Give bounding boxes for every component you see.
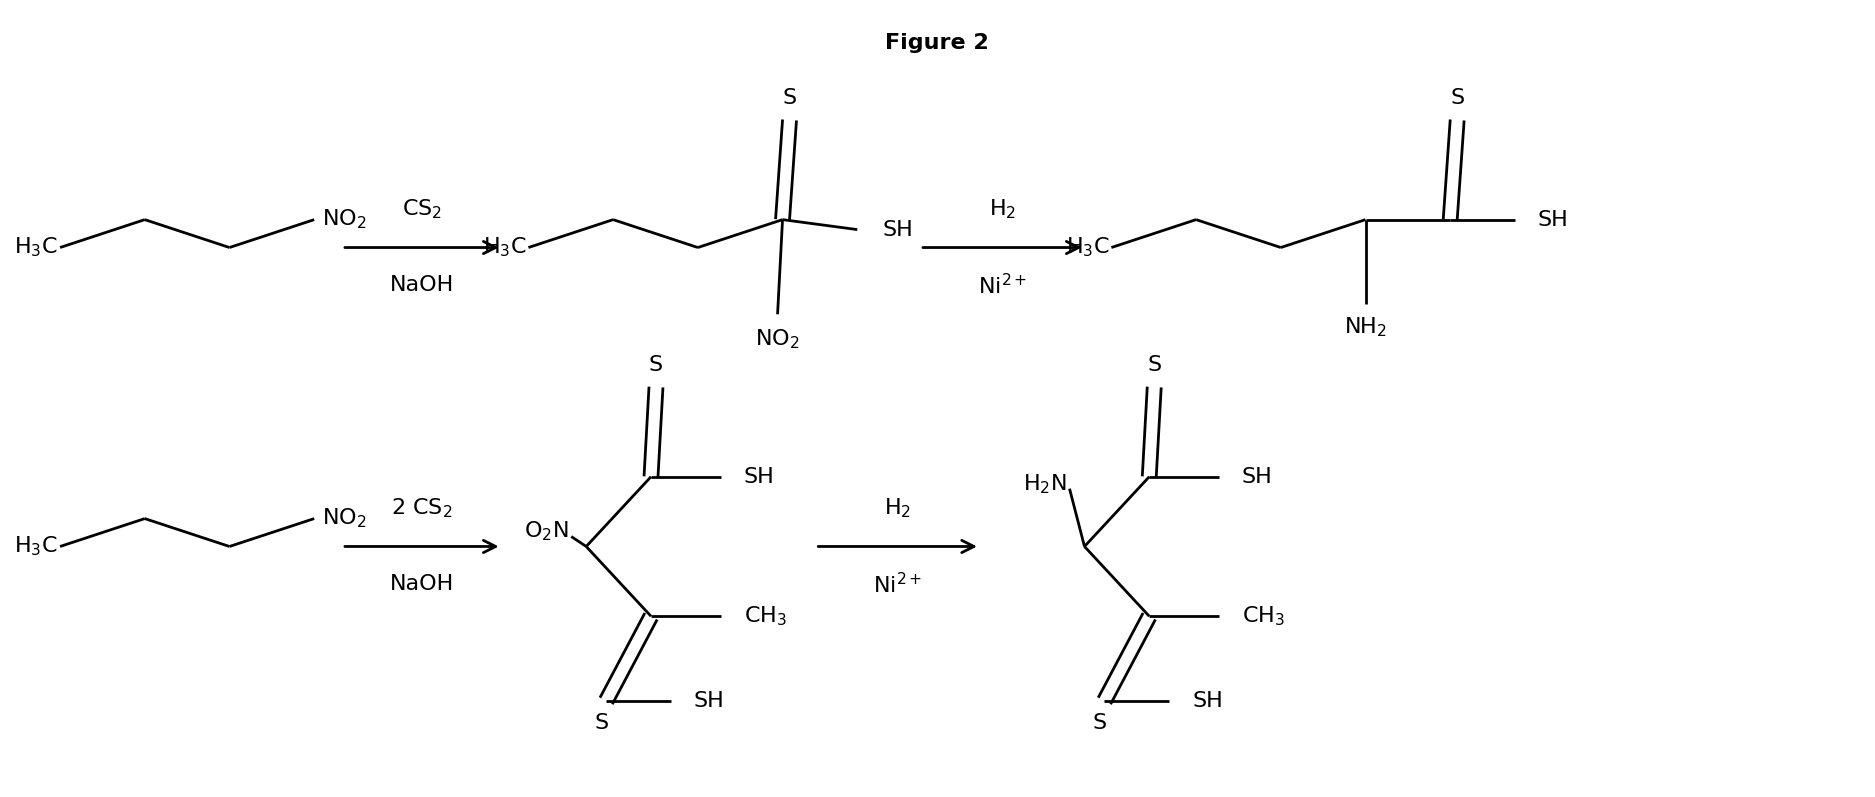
Text: NH$_2$: NH$_2$ bbox=[1344, 316, 1388, 339]
Text: SH: SH bbox=[1538, 210, 1569, 230]
Text: SH: SH bbox=[694, 691, 724, 711]
Text: S: S bbox=[1093, 713, 1106, 733]
Text: SH: SH bbox=[1192, 691, 1222, 711]
Text: SH: SH bbox=[744, 467, 774, 487]
Text: S: S bbox=[1449, 88, 1464, 108]
Text: H$_3$C: H$_3$C bbox=[15, 535, 58, 558]
Text: Ni$^{2+}$: Ni$^{2+}$ bbox=[874, 571, 922, 597]
Text: NO$_2$: NO$_2$ bbox=[322, 208, 368, 231]
Text: H$_2$: H$_2$ bbox=[988, 198, 1016, 222]
Text: 2 CS$_2$: 2 CS$_2$ bbox=[392, 497, 452, 520]
Text: SH: SH bbox=[1241, 467, 1273, 487]
Text: CS$_2$: CS$_2$ bbox=[401, 198, 442, 222]
Text: H$_3$C: H$_3$C bbox=[1065, 236, 1110, 259]
Text: S: S bbox=[782, 88, 797, 108]
Text: Figure 2: Figure 2 bbox=[885, 33, 988, 53]
Text: SH: SH bbox=[883, 220, 913, 240]
Text: S: S bbox=[594, 713, 608, 733]
Text: H$_3$C: H$_3$C bbox=[482, 236, 527, 259]
Text: H$_3$C: H$_3$C bbox=[15, 236, 58, 259]
Text: NO$_2$: NO$_2$ bbox=[756, 328, 801, 351]
Text: H$_2$: H$_2$ bbox=[883, 497, 911, 520]
Text: CH$_3$: CH$_3$ bbox=[1241, 604, 1284, 628]
Text: NaOH: NaOH bbox=[390, 276, 454, 296]
Text: H$_2$N: H$_2$N bbox=[1022, 473, 1067, 497]
Text: Ni$^{2+}$: Ni$^{2+}$ bbox=[977, 273, 1028, 298]
Text: S: S bbox=[649, 355, 664, 375]
Text: NO$_2$: NO$_2$ bbox=[322, 507, 368, 530]
Text: S: S bbox=[1148, 355, 1161, 375]
Text: CH$_3$: CH$_3$ bbox=[744, 604, 787, 628]
Text: NaOH: NaOH bbox=[390, 575, 454, 595]
Text: O$_2$N: O$_2$N bbox=[523, 520, 568, 544]
